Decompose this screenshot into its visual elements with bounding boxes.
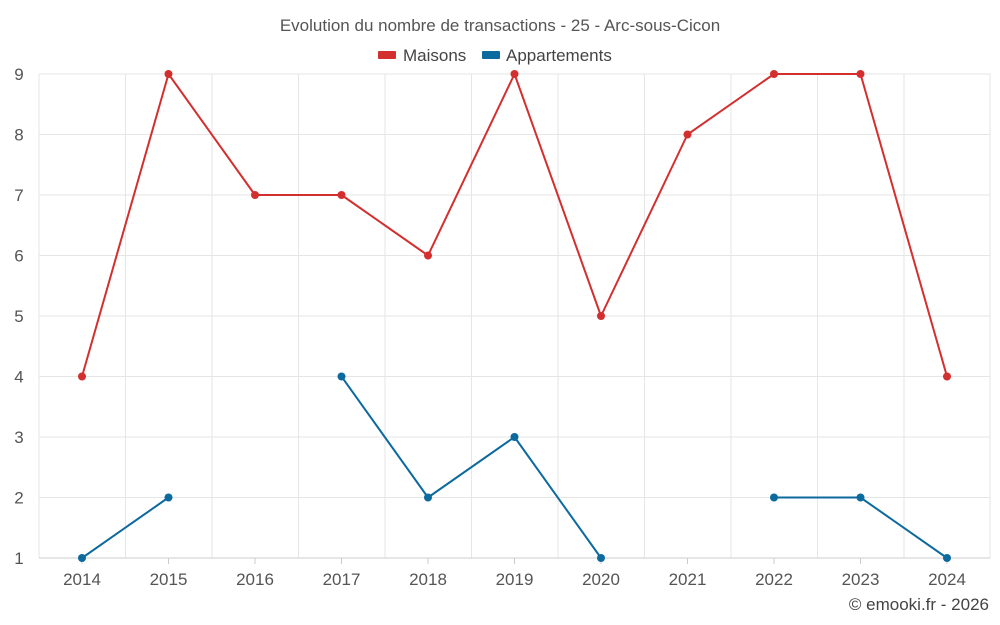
data-point-appartements[interactable] bbox=[597, 554, 605, 562]
legend-item-maisons[interactable]: Maisons bbox=[378, 46, 466, 65]
y-tick-label: 2 bbox=[14, 489, 23, 508]
y-tick-label: 3 bbox=[14, 428, 23, 447]
y-tick-label: 7 bbox=[14, 186, 23, 205]
data-point-appartements[interactable] bbox=[78, 554, 86, 562]
legend: Maisons Appartements bbox=[378, 46, 612, 65]
data-point-appartements[interactable] bbox=[424, 493, 432, 502]
chart-title: Evolution du nombre de transactions - 25… bbox=[280, 16, 720, 35]
legend-label-appartements: Appartements bbox=[506, 46, 612, 65]
x-tick-label: 2014 bbox=[63, 570, 101, 589]
data-point-appartements[interactable] bbox=[510, 433, 519, 441]
x-tick-label: 2017 bbox=[323, 570, 361, 589]
data-point-appartements[interactable] bbox=[856, 493, 865, 502]
x-tick-label: 2023 bbox=[842, 570, 880, 589]
legend-item-appartements[interactable]: Appartements bbox=[482, 46, 612, 65]
data-point-maisons[interactable] bbox=[251, 191, 259, 199]
data-point-maisons[interactable] bbox=[770, 70, 778, 78]
data-point-maisons[interactable] bbox=[597, 312, 605, 320]
series-appartements bbox=[78, 372, 951, 562]
y-tick-label: 1 bbox=[14, 549, 23, 568]
data-point-maisons[interactable] bbox=[943, 372, 951, 381]
axes: 1 2 3 4 5 6 7 8 9 2014 2015 2016 2017 2018 2019 2020 202… bbox=[14, 65, 990, 589]
data-point-appartements[interactable] bbox=[770, 493, 778, 502]
x-tick-label: 2016 bbox=[236, 570, 274, 589]
series-line-appartements bbox=[81, 496, 170, 559]
series-line-appartements bbox=[340, 375, 602, 559]
series-group bbox=[78, 70, 951, 562]
x-tick-label: 2024 bbox=[928, 570, 966, 589]
data-point-appartements[interactable] bbox=[164, 493, 173, 502]
series-maisons bbox=[78, 70, 951, 381]
x-tick-label: 2015 bbox=[150, 570, 188, 589]
y-tick-label: 8 bbox=[14, 126, 23, 145]
series-line-appartements bbox=[774, 496, 948, 559]
x-tick-label: 2020 bbox=[582, 570, 620, 589]
x-tick-label: 2022 bbox=[755, 570, 793, 589]
data-point-maisons[interactable] bbox=[683, 130, 692, 139]
data-point-maisons[interactable] bbox=[856, 70, 865, 78]
legend-swatch-appartements bbox=[482, 51, 500, 59]
y-tick-label: 9 bbox=[14, 65, 23, 84]
data-point-maisons[interactable] bbox=[424, 251, 432, 260]
legend-label-maisons: Maisons bbox=[403, 46, 466, 65]
data-point-maisons[interactable] bbox=[78, 372, 86, 381]
y-tick-label: 6 bbox=[14, 247, 23, 266]
x-tick-label: 2019 bbox=[496, 570, 534, 589]
data-point-appartements[interactable] bbox=[943, 554, 951, 562]
data-point-appartements[interactable] bbox=[337, 372, 346, 381]
y-tick-label: 5 bbox=[14, 307, 23, 326]
data-point-maisons[interactable] bbox=[164, 70, 173, 78]
x-tick-label: 2021 bbox=[669, 570, 707, 589]
x-tick-label: 2018 bbox=[409, 570, 447, 589]
y-tick-label: 4 bbox=[14, 368, 23, 387]
credit-text: © emooki.fr - 2026 bbox=[849, 595, 989, 614]
data-point-maisons[interactable] bbox=[510, 70, 519, 78]
data-point-maisons[interactable] bbox=[337, 191, 346, 199]
legend-swatch-maisons bbox=[378, 51, 396, 59]
grid bbox=[38, 73, 991, 558]
